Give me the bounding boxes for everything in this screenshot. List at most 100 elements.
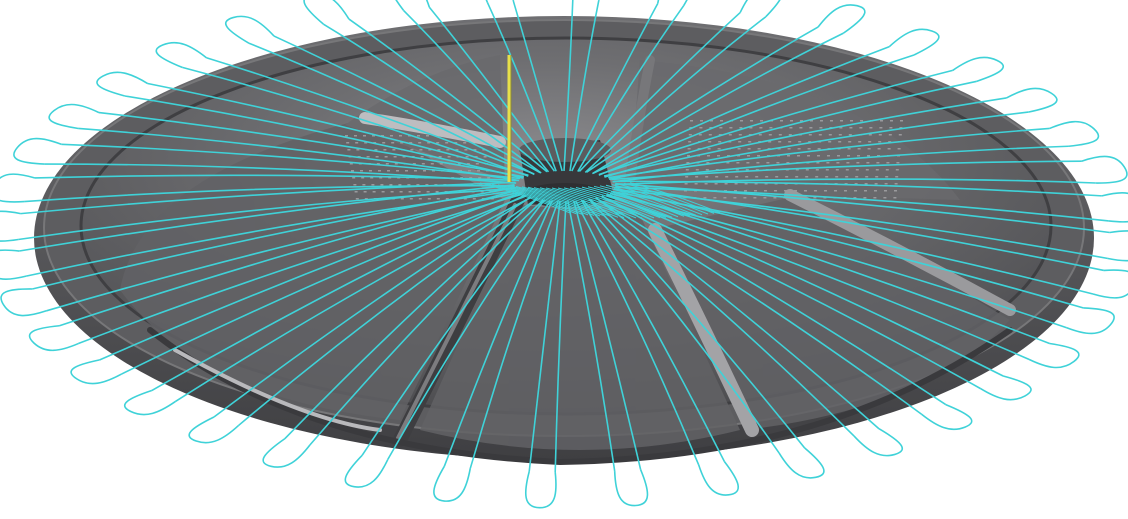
texture-dot <box>713 197 717 199</box>
texture-dot <box>729 127 733 129</box>
texture-dot <box>684 183 688 185</box>
texture-dot <box>846 162 850 164</box>
texture-dot <box>756 162 760 164</box>
texture-dot <box>854 190 857 192</box>
texture-dot <box>355 142 359 144</box>
texture-dot <box>773 197 777 199</box>
texture-dot <box>366 156 370 158</box>
texture-dot <box>436 198 440 200</box>
toolpath-spoke-out <box>98 111 524 178</box>
texture-dot <box>885 169 889 171</box>
toolpath-spoke-in <box>611 160 1082 181</box>
texture-dot <box>381 135 384 137</box>
toolpath-hub-blend <box>479 182 571 214</box>
toolpath-hub-blend <box>485 183 577 215</box>
texture-dot <box>790 120 793 122</box>
toolpath-spoke-out <box>591 32 844 175</box>
toolpath-spoke-in <box>124 95 524 179</box>
toolpath-edge-loop <box>70 359 122 385</box>
texture-dot <box>798 141 802 143</box>
texture-dot <box>748 141 752 143</box>
toolpath-spoke-in <box>402 9 550 173</box>
texture-dot <box>690 120 693 122</box>
texture-dot <box>384 156 388 158</box>
texture-dot <box>825 176 829 178</box>
toolpath-spoke-in <box>573 200 642 470</box>
texture-dot <box>402 156 406 158</box>
toolpath-spoke-out <box>595 197 923 415</box>
rim-shadow-arc <box>147 327 1013 466</box>
toolpath-edge-loop <box>524 471 557 509</box>
texture-dot <box>417 135 420 137</box>
toolpath-spoke-in <box>563 0 574 172</box>
toolpath-hub-blend <box>599 185 691 217</box>
texture-dot <box>364 198 368 200</box>
texture-dot <box>383 149 387 151</box>
toolpath-edge-loop <box>1066 307 1115 335</box>
texture-dot <box>475 163 479 165</box>
texture-dot <box>795 176 799 178</box>
toolpath-edge-loop <box>853 428 903 457</box>
toolpath-hub-blend <box>575 186 667 218</box>
texture-dot <box>744 190 747 192</box>
toolpath-spoke-out <box>589 198 855 437</box>
texture-dot <box>890 120 893 122</box>
texture-dot <box>879 127 883 129</box>
texture-dot <box>351 170 354 172</box>
texture-dot <box>875 169 879 171</box>
texture-dot <box>425 184 429 186</box>
toolpath-hub-blend <box>527 186 619 218</box>
toolpath-hub-blend <box>629 182 721 214</box>
toolpath-spoke-in <box>18 187 515 241</box>
toolpath-spoke-in <box>486 1 557 172</box>
texture-dot <box>838 141 842 143</box>
texture-dot <box>887 148 891 150</box>
texture-dot <box>864 183 868 185</box>
texture-dot <box>388 177 392 179</box>
texture-dot <box>695 169 699 171</box>
texture-dot <box>477 170 480 172</box>
sector-pad-left <box>120 120 505 420</box>
toolpath-edge-loop <box>1028 342 1080 369</box>
texture-dot <box>728 134 732 136</box>
toolpath-spoke-in <box>46 191 519 312</box>
texture-dot <box>874 183 878 185</box>
texture-dot <box>840 120 843 122</box>
texture-dot <box>873 197 877 199</box>
rib-4 <box>784 189 1016 316</box>
texture-dot <box>478 177 482 179</box>
toolpath-spoke-out <box>608 111 1029 181</box>
texture-dot <box>432 170 435 172</box>
texture-dot <box>805 169 809 171</box>
sector-pad-back-left <box>345 55 505 180</box>
texture-dot <box>745 169 749 171</box>
texture-dot <box>888 134 892 136</box>
texture-dot <box>688 141 692 143</box>
texture-dot <box>725 176 729 178</box>
texture-dot <box>794 190 797 192</box>
texture-dot <box>463 198 467 200</box>
texture-dot <box>877 148 881 150</box>
texture-dot <box>685 176 689 178</box>
toolpath-spoke-in <box>554 200 567 473</box>
toolpath-edge-loop <box>225 15 275 44</box>
texture-dot <box>737 155 740 157</box>
toolpath-spoke-in <box>238 198 538 427</box>
texture-dot <box>739 127 743 129</box>
texture-dot <box>827 155 830 157</box>
texture-dot <box>853 197 857 199</box>
texture-dot <box>695 176 699 178</box>
toolpath-spoke-out <box>512 0 563 172</box>
texture-dot <box>825 169 829 171</box>
texture-dot <box>382 142 386 144</box>
texture-dot <box>727 155 730 157</box>
texture-dot <box>850 120 853 122</box>
toolpath-hub-blend <box>491 183 583 215</box>
texture-dot <box>837 155 840 157</box>
texture-dot <box>775 176 779 178</box>
texture-dot <box>799 127 803 129</box>
texture-dot <box>445 198 449 200</box>
texture-dot <box>354 135 357 137</box>
